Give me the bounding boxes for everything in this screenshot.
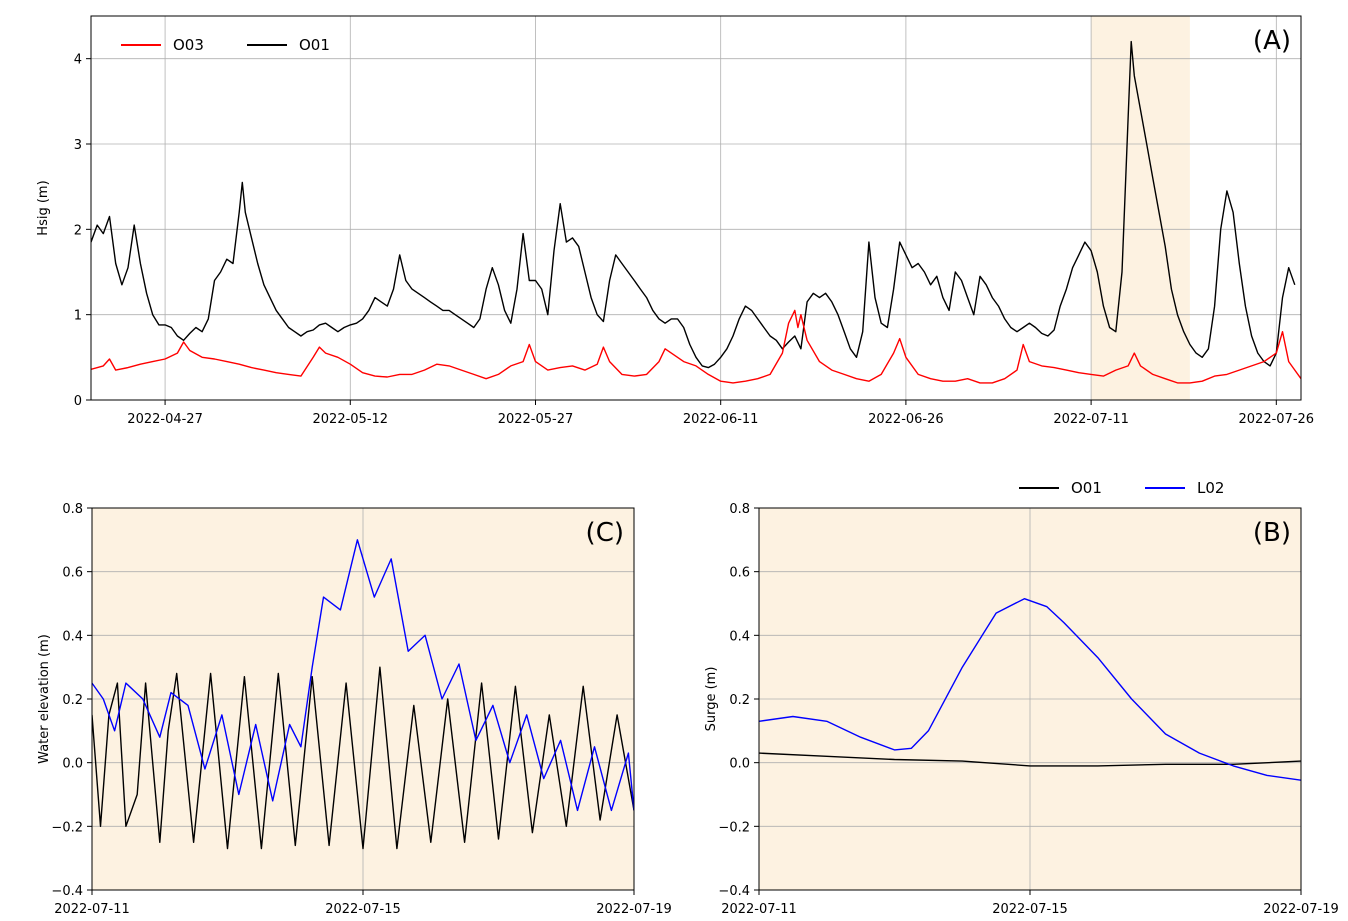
y-tick-label: 0 <box>74 394 82 409</box>
panel-a: 0 1 2 3 4 2022-04-27 2022-05-12 2022-05-27 2022-… <box>36 15 1315 427</box>
highlight-band <box>1091 16 1190 400</box>
y-tick-label: −0.4 <box>51 884 83 899</box>
y-tick-label: 0.6 <box>729 566 750 581</box>
legend-label-o01: O01 <box>1071 479 1102 497</box>
y-tick-label: −0.4 <box>718 884 750 899</box>
legend-label-o01: O01 <box>299 36 330 54</box>
x-tick-label: 2022-07-15 <box>325 902 401 917</box>
y-axis-label: Water elevation (m) <box>37 634 52 764</box>
y-axis-label: Hsig (m) <box>36 180 51 235</box>
y-tick-label: 0.6 <box>62 566 83 581</box>
y-tick-label: 0.2 <box>62 693 83 708</box>
panel-label: (B) <box>1253 518 1291 548</box>
series-line-o01 <box>759 752 1301 767</box>
x-tick-label: 2022-07-19 <box>596 902 672 917</box>
x-tick-label: 2022-06-11 <box>683 412 759 427</box>
x-tick-label: 2022-05-12 <box>313 412 389 427</box>
legend-label-o03: O03 <box>173 36 204 54</box>
y-tick-label: 1 <box>74 309 82 324</box>
y-tick-label: 0.4 <box>729 629 750 644</box>
y-tick-label: 0.8 <box>62 502 83 517</box>
y-tick-label: 3 <box>74 138 82 153</box>
plot-frame <box>90 15 1302 401</box>
y-tick-label: 0.0 <box>729 757 750 772</box>
panel-b: −0.4 −0.2 0.0 0.2 0.4 0.6 0.8 2022-07-11 2022-07… <box>704 479 1339 917</box>
y-tick-label: −0.2 <box>718 820 750 835</box>
panel-c: −0.4 −0.2 0.0 0.2 0.4 0.6 0.8 2022-07-11 2022-07… <box>37 502 672 917</box>
plot-frame <box>758 507 1302 891</box>
y-tick-label: 0.2 <box>729 693 750 708</box>
y-tick-label: 0.4 <box>62 629 83 644</box>
x-tick-label: 2022-07-11 <box>54 902 130 917</box>
x-tick-label: 2022-07-26 <box>1239 412 1315 427</box>
y-axis-label: Surge (m) <box>704 667 719 732</box>
y-tick-label: 0.8 <box>729 502 750 517</box>
x-tick-label: 2022-07-15 <box>992 902 1068 917</box>
series-line-o01 <box>92 666 634 850</box>
y-tick-label: 2 <box>74 223 82 238</box>
x-tick-label: 2022-07-11 <box>1053 412 1129 427</box>
x-tick-label: 2022-06-26 <box>868 412 944 427</box>
x-tick-label: 2022-04-27 <box>127 412 203 427</box>
plot-frame <box>91 507 635 891</box>
x-tick-label: 2022-05-27 <box>498 412 574 427</box>
panel-label: (C) <box>586 518 624 548</box>
x-tick-label: 2022-07-19 <box>1263 902 1339 917</box>
y-tick-label: 4 <box>74 53 82 68</box>
panel-label: (A) <box>1253 26 1291 56</box>
series-line-o03 <box>91 309 1301 384</box>
x-tick-label: 2022-07-11 <box>721 902 797 917</box>
series-line-o01 <box>91 40 1296 369</box>
legend-label-l02: L02 <box>1197 479 1224 497</box>
series-line-l02 <box>92 539 634 812</box>
y-tick-label: 0.0 <box>62 757 83 772</box>
series-line-l02 <box>759 598 1301 781</box>
y-tick-label: −0.2 <box>51 820 83 835</box>
